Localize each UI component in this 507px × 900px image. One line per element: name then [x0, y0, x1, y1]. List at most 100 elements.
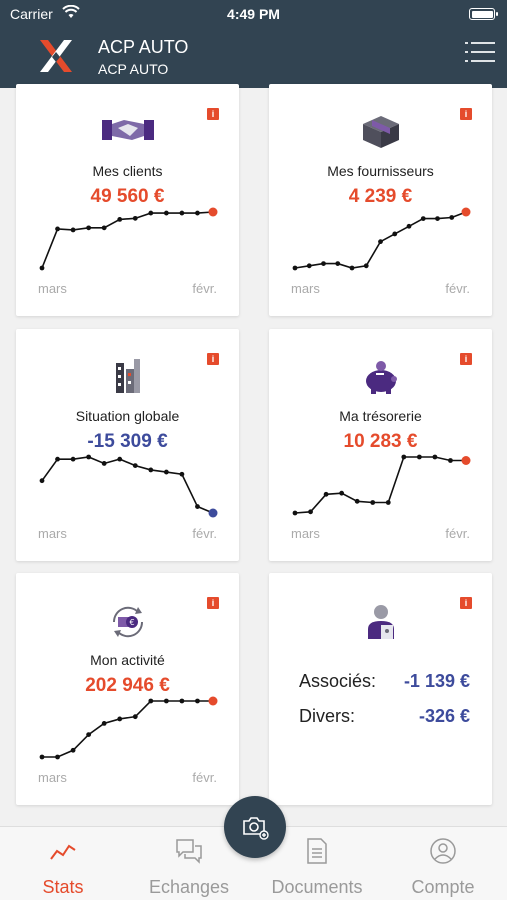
x-axis-start-label: mars [38, 770, 67, 785]
sparkline-point [39, 754, 45, 760]
app-header: ACP AUTO ACP AUTO [0, 28, 507, 88]
sparkline-point [163, 210, 169, 216]
document-icon [307, 838, 327, 864]
sparkline-point [70, 456, 76, 462]
card-associes[interactable]: i Associés: -1 139 € Divers: -326 € [269, 573, 492, 805]
svg-text:€: € [129, 618, 134, 627]
carrier-label: Carrier [10, 6, 53, 22]
status-bar: Carrier 4:49 PM [0, 0, 507, 28]
card-situation-globale[interactable]: i Situation globale -15 309 € mars févr. [16, 329, 239, 561]
sparkline-point [117, 716, 123, 722]
tab-compte[interactable]: Compte [380, 827, 506, 900]
sparkline-point [39, 265, 45, 271]
sparkline-point [148, 210, 154, 216]
sparkline-point [86, 732, 92, 737]
company-subtitle: ACP AUTO [98, 61, 169, 77]
camera-button[interactable] [224, 796, 286, 858]
sparkline-point [101, 461, 107, 466]
sparkline-point [132, 215, 138, 221]
sparkline-point [335, 261, 341, 267]
info-icon[interactable]: i [207, 597, 219, 609]
tab-label: Stats [42, 877, 84, 897]
sparkline-point [55, 754, 60, 760]
divers-value: -326 € [418, 706, 470, 726]
sparkline-point [432, 454, 438, 460]
sparkline-point [117, 456, 123, 462]
info-icon[interactable]: i [460, 353, 472, 365]
sparkline-point [292, 265, 298, 271]
x-axis-start-label: mars [38, 281, 67, 296]
sparkline-point [416, 454, 422, 460]
card-mes-fournisseurs[interactable]: i Mes fournisseurs 4 239 € mars févr. [269, 84, 492, 316]
sparkline-point [70, 227, 76, 233]
sparkline-point [448, 458, 453, 463]
associes-value: -1 139 € [403, 671, 470, 691]
card-value: 4 239 € [348, 186, 413, 207]
info-icon[interactable]: i [207, 353, 219, 365]
sparkline-point [195, 504, 200, 509]
building-icon [115, 359, 140, 393]
wifi-icon [62, 5, 80, 18]
sparkline-point [292, 510, 298, 516]
sparkline-chart [292, 207, 471, 271]
sparkline-point [435, 216, 440, 221]
user-icon [430, 838, 456, 864]
camera-plus-icon [243, 817, 269, 840]
sparkline-point [308, 509, 313, 515]
x-axis-end-label: févr. [192, 526, 217, 541]
info-icon[interactable]: i [460, 597, 472, 609]
tab-documents[interactable]: Documents [254, 827, 380, 900]
info-icon[interactable]: i [207, 108, 219, 120]
sparkline-point [420, 216, 426, 221]
sparkline-point [86, 225, 92, 231]
sparkline-point [363, 263, 369, 269]
x-axis-end-label: févr. [445, 526, 470, 541]
piggy-bank-icon [365, 361, 397, 394]
card-label: Mes fournisseurs [327, 163, 434, 179]
sparkline-point [55, 226, 60, 232]
card-value: 202 946 € [85, 675, 170, 696]
sparkline-point [179, 471, 185, 477]
sparkline-end-point [208, 207, 218, 217]
card-mon-activite[interactable]: i € Mon activité 202 946 € mars févr. [16, 573, 239, 805]
sparkline-point [117, 216, 123, 222]
card-label: Situation globale [75, 408, 180, 424]
clock: 4:49 PM [227, 6, 280, 22]
x-axis-end-label: févr. [445, 281, 470, 296]
sparkline-point [354, 498, 360, 504]
sparkline-chart [39, 454, 218, 518]
x-axis-start-label: mars [291, 281, 320, 296]
associes-row: Associés: -1 139 € [299, 671, 470, 692]
card-ma-tresorerie[interactable]: i Ma trésorerie 10 283 € mars févr. [269, 329, 492, 561]
sparkline-point [101, 225, 107, 231]
tab-label: Compte [411, 877, 475, 897]
sparkline-point [370, 500, 376, 505]
sparkline-end-point [208, 696, 218, 706]
sparkline-point [39, 478, 45, 484]
card-mes-clients[interactable]: i Mes clients 49 560 € mars févr. [16, 84, 239, 316]
sparkline-point [163, 469, 169, 475]
card-value: 10 283 € [343, 431, 418, 452]
info-icon[interactable]: i [460, 108, 472, 120]
sparkline-point [378, 239, 383, 245]
sparkline-chart [39, 696, 218, 760]
tab-echanges[interactable]: Echanges [126, 827, 252, 900]
tab-stats[interactable]: Stats [0, 827, 126, 900]
sparkline-point [306, 263, 312, 269]
sparkline-chart [292, 454, 471, 516]
card-label: Ma trésorerie [339, 408, 422, 424]
sparkline-point [323, 491, 329, 497]
sparkline-point [179, 210, 185, 216]
sparkline-point [86, 454, 92, 460]
handshake-icon [101, 120, 154, 140]
menu-icon[interactable] [465, 40, 495, 64]
company-title: ACP AUTO [98, 37, 189, 57]
sparkline-end-point [208, 508, 218, 518]
divers-row: Divers: -326 € [299, 706, 470, 727]
sparkline-point [148, 467, 154, 473]
euro-cycle-icon: € [112, 606, 143, 638]
sparkline-end-point [461, 207, 471, 217]
sparkline-point [70, 747, 76, 753]
sparkline-point [132, 714, 138, 720]
sparkline-point [349, 265, 355, 271]
